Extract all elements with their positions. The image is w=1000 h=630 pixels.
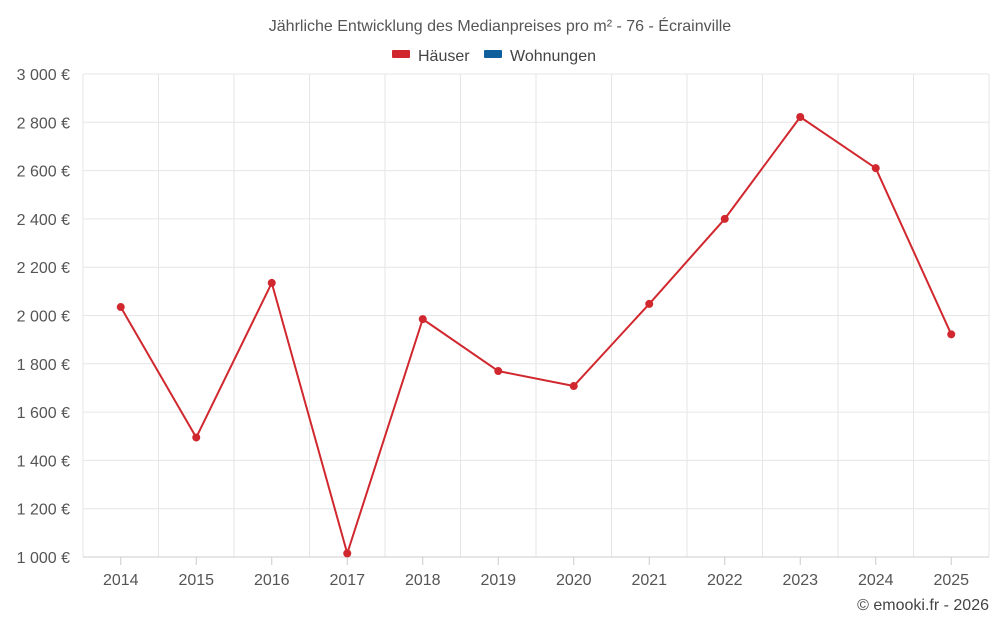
data-point[interactable] [267,278,276,287]
y-tick-label: 1 600 € [17,405,70,422]
legend-label-houses[interactable]: Häuser [418,48,470,65]
y-tick-label: 2 000 € [17,309,70,326]
x-tick-label: 2021 [631,572,667,589]
data-point[interactable] [494,367,503,376]
x-tick-label: 2016 [254,572,290,589]
data-point[interactable] [343,549,352,558]
data-point[interactable] [720,214,729,223]
series-line [119,115,953,555]
data-point[interactable] [871,164,880,173]
data-point[interactable] [645,299,654,308]
grid [82,73,990,558]
y-tick-label: 1 000 € [17,550,70,567]
y-tick-label: 2 800 € [17,115,70,132]
x-tick-label: 2017 [329,572,365,589]
data-point[interactable] [947,330,956,339]
data-point[interactable] [192,433,201,442]
y-tick-label: 2 200 € [17,260,70,277]
legend-swatch-apartments[interactable] [484,50,502,58]
series-houses [116,112,956,558]
x-tick-label: 2022 [707,572,743,589]
y-tick-label: 2 600 € [17,164,70,181]
data-point[interactable] [116,303,125,312]
y-tick-label: 2 400 € [17,212,70,229]
y-tick-label: 1 800 € [17,357,70,374]
y-tick-label: 3 000 € [17,67,70,84]
y-tick-label: 1 200 € [17,502,70,519]
x-tick-label: 2018 [405,572,441,589]
x-tick-label: 2015 [178,572,214,589]
x-axis: 2014 2015 2016 2017 2018 2019 2020 2021 2022 2023… [83,556,989,589]
y-axis: 1 000 € 1 200 € 1 400 € 1 600 € 1 800 € 2 000… [17,67,70,567]
x-tick-label: 2020 [556,572,592,589]
chart-title: Jährliche Entwicklung des Medianpreises … [269,16,732,35]
legend-label-apartments[interactable]: Wohnungen [510,48,596,65]
data-point[interactable] [796,112,805,121]
x-tick-label: 2025 [933,572,969,589]
x-tick-label: 2024 [858,572,894,589]
x-tick-label: 2023 [782,572,818,589]
legend: Häuser Wohnungen [392,48,596,65]
legend-swatch-houses[interactable] [392,50,410,58]
data-point[interactable] [418,315,427,324]
copyright-credit: © emooki.fr - 2026 [857,597,989,614]
x-tick-label: 2014 [103,572,139,589]
x-tick-label: 2019 [480,572,516,589]
data-point[interactable] [569,382,578,391]
y-tick-label: 1 400 € [17,453,70,470]
